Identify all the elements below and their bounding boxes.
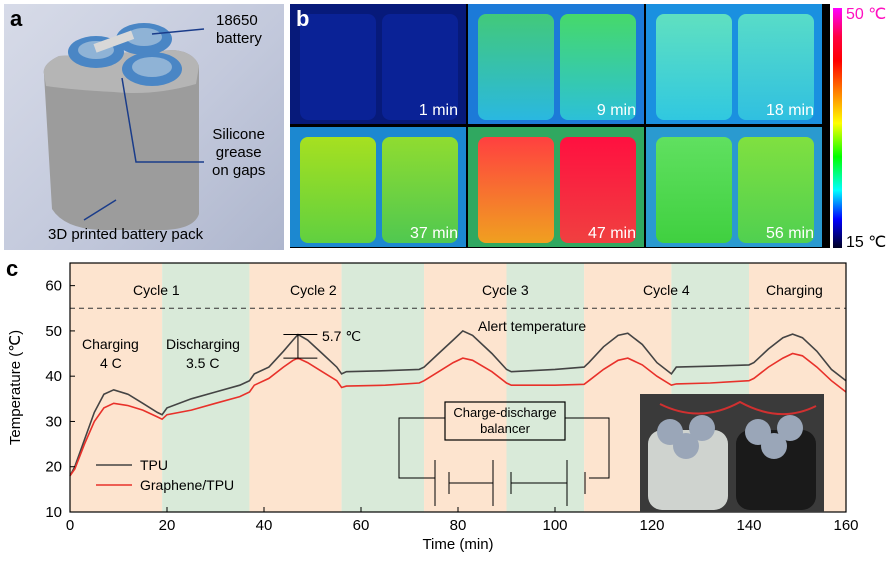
x-tick-label: 60 [353, 517, 370, 534]
panel-b-thermal-images: 1 min 9 min 18 min 37 min 47 min 56 min … [290, 4, 830, 248]
axes: 0 20 40 60 80 100 120 140 160 10 20 30 40 50 60 Time (m… [7, 262, 859, 553]
x-tick-label: 120 [639, 517, 664, 534]
x-tick-label: 0 [66, 517, 74, 534]
scale-max-label: 50 ℃ [846, 6, 887, 23]
y-tick-label: 30 [45, 413, 62, 430]
time-label-6: 56 min [765, 225, 814, 242]
battery-label: 18650 battery [216, 12, 262, 47]
cycle-label-charging: Charging [766, 282, 823, 298]
x-tick-label: 80 [450, 517, 467, 534]
cycle-label-2: Cycle 2 [290, 282, 337, 298]
alert-temperature-label: Alert temperature [478, 318, 587, 334]
thermal-tile-3: 18 min [646, 4, 822, 124]
series-line-0 [69, 329, 847, 477]
pack-label: 3D printed battery pack [48, 226, 204, 243]
x-tick-label: 140 [736, 517, 761, 534]
y-tick-label: 50 [45, 323, 62, 340]
panel-b-letter: b [296, 6, 310, 31]
charging-rate: 4 C [100, 355, 122, 371]
discharging-text: Discharging [166, 336, 240, 352]
region-discharging [341, 263, 425, 512]
region-charging [70, 263, 163, 512]
graphene-pack [736, 430, 816, 510]
cycle-label-1: Cycle 1 [133, 282, 180, 298]
y-tick-label: 40 [45, 368, 62, 385]
y-tick-label: 10 [45, 504, 62, 521]
balancer-circuit [398, 401, 610, 506]
time-label-5: 47 min [587, 225, 636, 242]
panel-a: a 18650 battery Silicone grease on gaps … [4, 4, 284, 250]
x-tick-label: 160 [833, 517, 858, 534]
battery-pack-photo [640, 394, 824, 512]
series-lines [69, 329, 847, 477]
color-scale-bar [833, 8, 842, 248]
grease-label: Silicone grease on gaps [212, 126, 266, 179]
charging-text: Charging [82, 336, 139, 352]
region-discharging [506, 263, 585, 512]
pack-body [43, 50, 199, 230]
thermal-tile-2: 9 min [468, 4, 644, 124]
y-axis-label: Temperature (℃) [7, 330, 24, 445]
thermal-tile-1: 1 min [290, 4, 466, 124]
time-label-2: 9 min [596, 102, 636, 119]
region-charging [249, 263, 342, 512]
cycle-label-4: Cycle 4 [643, 282, 690, 298]
balancer-box [444, 401, 566, 441]
thermal-tile-5: 47 min [468, 127, 644, 247]
x-tick-label: 40 [256, 517, 273, 534]
legend-label-0: TPU [140, 457, 168, 473]
nickel-strip [93, 30, 135, 53]
series-line-1 [69, 352, 847, 477]
tpu-pack [648, 430, 728, 510]
thermal-tile-4: 37 min [290, 127, 466, 247]
panel-a-letter: a [10, 6, 23, 31]
discharging-rate: 3.5 C [186, 355, 220, 371]
time-label-4: 37 min [409, 225, 458, 242]
x-axis-label: Time (min) [422, 536, 493, 553]
time-label-1: 1 min [418, 102, 458, 119]
x-tick-label: 20 [159, 517, 176, 534]
y-tick-label: 20 [45, 459, 62, 476]
thermal-tile-6: 56 min [646, 127, 822, 247]
y-tick-label: 60 [45, 278, 62, 295]
panel-c-letter: c [6, 256, 19, 281]
balancer-label: Charge-discharge balancer [453, 405, 557, 436]
battery-pack-render [43, 23, 205, 230]
cycle-label-3: Cycle 3 [482, 282, 529, 298]
region-discharging [162, 263, 250, 512]
time-label-3: 18 min [765, 102, 814, 119]
delta-temperature-label: 5.7 ℃ [322, 328, 362, 344]
scale-min-label: 15 ℃ [846, 234, 887, 251]
legend-label-1: Graphene/TPU [140, 477, 234, 493]
x-tick-label: 100 [542, 517, 567, 534]
